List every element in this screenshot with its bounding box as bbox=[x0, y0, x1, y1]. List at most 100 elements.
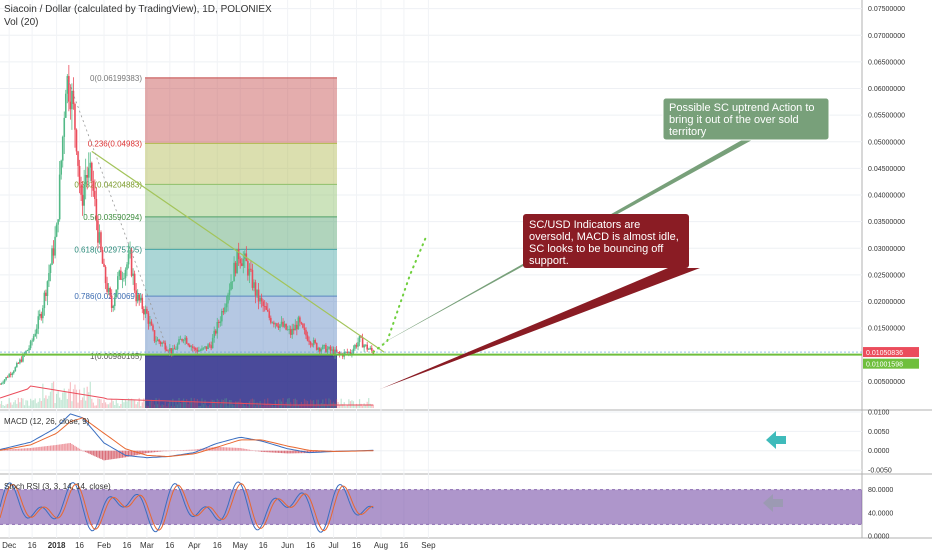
macd-histogram-bar bbox=[267, 450, 269, 453]
candle-body bbox=[346, 351, 349, 353]
volume-bar bbox=[351, 400, 353, 408]
volume-bar bbox=[109, 402, 111, 408]
macd-histogram-bar bbox=[163, 450, 165, 452]
macd-histogram-bar bbox=[121, 450, 123, 458]
volume-bar bbox=[5, 404, 7, 408]
candle-body bbox=[103, 263, 105, 267]
macd-histogram-bar bbox=[285, 450, 287, 454]
annotation-uptrend: Possible SC uptrend Action to bring it o… bbox=[662, 97, 830, 141]
annotation-oversold-pointer bbox=[379, 268, 700, 390]
volume-bar bbox=[54, 403, 56, 408]
volume-bar bbox=[244, 405, 246, 408]
macd-line bbox=[0, 413, 374, 459]
volume-bar bbox=[186, 399, 188, 408]
volume-bar bbox=[66, 399, 68, 408]
volume-bar bbox=[146, 405, 148, 408]
fib-zone bbox=[145, 77, 337, 144]
macd-histogram-bar bbox=[300, 450, 303, 454]
candle-body bbox=[357, 342, 359, 347]
time-tick-label: Mar bbox=[140, 541, 154, 550]
volume-bar bbox=[207, 406, 209, 408]
macd-histogram-bar bbox=[37, 447, 39, 451]
volume-bars bbox=[0, 381, 374, 408]
macd-histogram-bar bbox=[26, 448, 29, 451]
volume-bar bbox=[91, 398, 93, 408]
macd-histogram-bar bbox=[196, 449, 198, 451]
macd-histogram-bar bbox=[245, 449, 247, 451]
macd-histogram-bar bbox=[36, 447, 38, 451]
macd-histogram-bar bbox=[169, 450, 171, 452]
volume-bar bbox=[112, 401, 114, 408]
macd-histogram-bar bbox=[282, 450, 284, 454]
candle-body bbox=[152, 325, 154, 331]
volume-bar bbox=[328, 398, 330, 408]
macd-histogram-bar bbox=[17, 448, 19, 451]
price-tick-label: 0.01500000 bbox=[868, 326, 905, 333]
candle-body bbox=[253, 282, 255, 288]
macd-histogram-bar bbox=[313, 450, 315, 453]
volume-bar bbox=[293, 399, 295, 408]
candle-body bbox=[132, 273, 134, 276]
volume-bar bbox=[8, 398, 10, 408]
candle-body bbox=[34, 333, 36, 337]
macd-histogram-bar bbox=[147, 450, 150, 453]
volume-bar bbox=[132, 399, 134, 408]
volume-bar bbox=[46, 398, 49, 408]
macd-histogram-bar bbox=[215, 446, 217, 451]
volume-bar bbox=[189, 401, 191, 408]
candle-body bbox=[288, 329, 290, 331]
volume-bar bbox=[369, 403, 371, 408]
volume-bar bbox=[123, 402, 125, 408]
volume-bar bbox=[149, 401, 151, 408]
candle-body bbox=[329, 346, 332, 351]
candle-body bbox=[306, 335, 309, 341]
macd-histogram-bar bbox=[59, 444, 61, 451]
candle-body bbox=[188, 344, 191, 348]
candle-body bbox=[110, 295, 113, 308]
macd-histogram-bar bbox=[68, 443, 70, 451]
macd-histogram-bar bbox=[5, 449, 7, 451]
volume-bar bbox=[34, 398, 36, 408]
volume-bar bbox=[317, 399, 319, 408]
candle-body bbox=[286, 329, 289, 331]
candle-body bbox=[271, 322, 274, 324]
candle-body bbox=[305, 330, 307, 336]
macd-histogram-bar bbox=[316, 450, 318, 453]
candle-body bbox=[29, 341, 32, 349]
macd-histogram-bar bbox=[183, 450, 185, 451]
volume-bar bbox=[71, 401, 73, 408]
volume-bar bbox=[196, 399, 198, 408]
candle-body bbox=[14, 367, 17, 372]
macd-histogram-bar bbox=[228, 447, 231, 451]
macd-histogram-bar bbox=[56, 444, 58, 451]
macd-histogram-bar bbox=[236, 447, 238, 451]
macd-histogram-bar bbox=[198, 448, 200, 451]
macd-histogram-bar bbox=[104, 450, 107, 461]
macd-histogram-bar bbox=[150, 450, 153, 453]
macd-histogram-bar bbox=[179, 450, 182, 451]
projection-path bbox=[372, 237, 427, 354]
macd-histogram-bar bbox=[46, 445, 49, 451]
candle-body bbox=[138, 294, 141, 301]
candle-body bbox=[257, 289, 260, 302]
candle-body bbox=[54, 236, 56, 256]
volume-bar bbox=[17, 397, 19, 408]
volume-bar bbox=[236, 401, 238, 408]
volume-bar bbox=[95, 405, 97, 408]
volume-bar bbox=[75, 389, 78, 408]
fib-level-label: 0.236(0.04983) bbox=[88, 139, 143, 148]
macd-histogram-bar bbox=[132, 450, 134, 456]
volume-bar bbox=[216, 398, 218, 408]
volume-bar bbox=[121, 398, 123, 408]
candle-body bbox=[84, 175, 87, 185]
candle-body bbox=[236, 249, 238, 274]
time-tick-label: 16 bbox=[75, 541, 84, 550]
candle-body bbox=[45, 292, 47, 296]
candle-body bbox=[227, 294, 229, 304]
time-tick-label: 16 bbox=[213, 541, 222, 550]
volume-bar bbox=[3, 405, 6, 408]
volume-bar bbox=[342, 404, 344, 408]
macd-histogram-bar bbox=[247, 449, 249, 451]
candle-body bbox=[78, 165, 81, 185]
